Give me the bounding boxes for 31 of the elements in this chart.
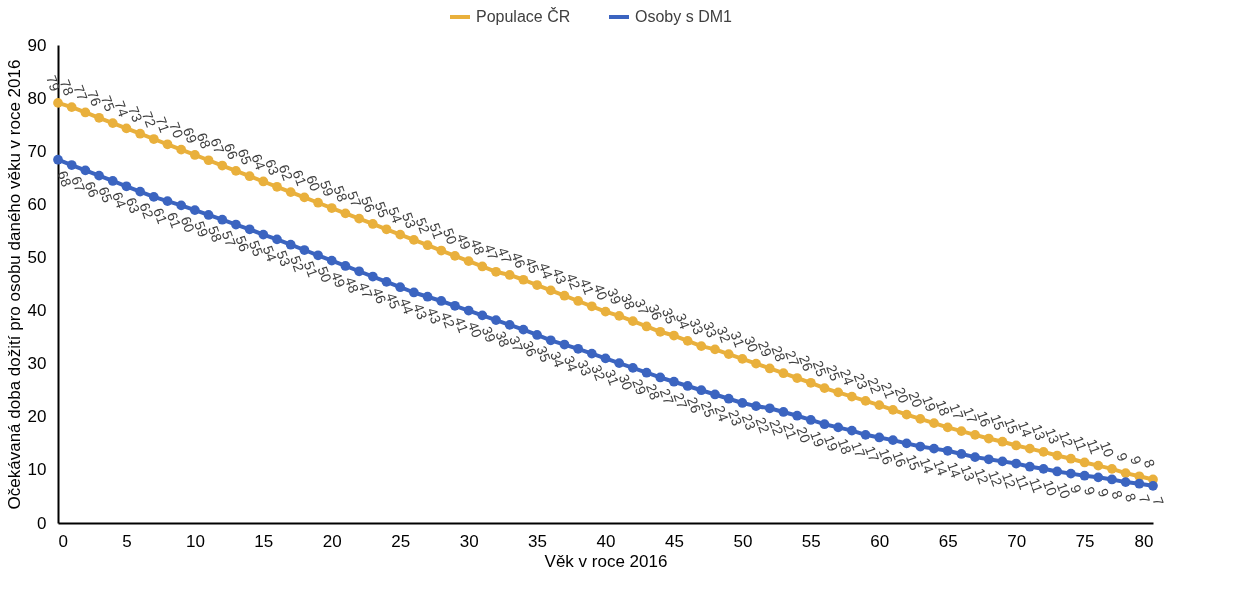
y-tick-label: 60 <box>27 194 47 214</box>
x-tick-label: 15 <box>254 531 274 551</box>
x-tick-label: 75 <box>1075 531 1095 551</box>
x-tick-label: 40 <box>596 531 616 551</box>
x-tick-label: 5 <box>122 531 132 551</box>
x-tick-label: 70 <box>1007 531 1027 551</box>
x-tick-label: 45 <box>664 531 684 551</box>
y-axis-title: Očekávaná doba dožití pro osobu daného věku v roce 2016 <box>4 59 24 510</box>
y-tick-label: 30 <box>27 354 47 374</box>
x-tick-label: 30 <box>459 531 479 551</box>
x-tick-label: 0 <box>58 531 68 551</box>
x-tick-label: 25 <box>391 531 411 551</box>
x-axis-title: Věk v roce 2016 <box>544 551 668 571</box>
x-tick-label: 50 <box>733 531 753 551</box>
y-tick-label: 90 <box>27 35 47 55</box>
legend-label: Osoby s DM1 <box>635 8 733 25</box>
x-tick-label: 65 <box>938 531 958 551</box>
y-tick-label: 70 <box>27 141 47 161</box>
x-tick-label: 80 <box>1134 531 1154 551</box>
y-tick-label: 80 <box>27 88 47 108</box>
y-tick-label: 0 <box>37 513 47 533</box>
x-tick-label: 35 <box>528 531 548 551</box>
x-tick-label: 55 <box>801 531 821 551</box>
x-tick-label: 60 <box>870 531 890 551</box>
x-tick-label: 10 <box>185 531 205 551</box>
y-tick-label: 20 <box>27 407 47 427</box>
legend-label: Populace ČR <box>476 7 571 25</box>
y-tick-label: 40 <box>27 301 47 321</box>
x-tick-label: 20 <box>322 531 342 551</box>
y-tick-label: 50 <box>27 247 47 267</box>
y-tick-label: 10 <box>27 460 47 480</box>
